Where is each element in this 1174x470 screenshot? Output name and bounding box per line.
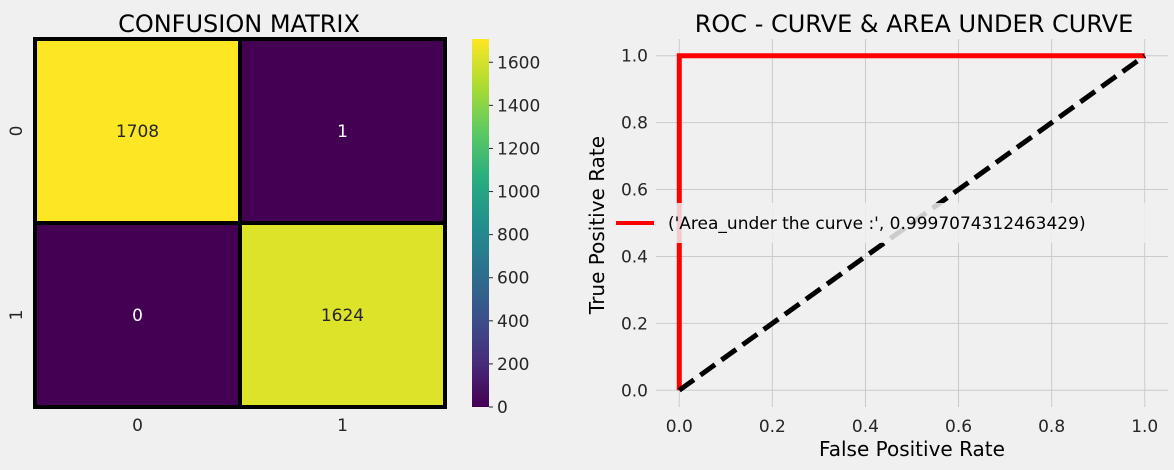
colorbar-tick-label: 600 <box>497 269 529 289</box>
heatmap-y-tick-label: 1 <box>7 310 27 321</box>
roc-x-tick-label: 0.4 <box>852 417 879 437</box>
roc-x-tick-label: 1.0 <box>1131 417 1158 437</box>
roc-y-tick-label: 0.2 <box>621 314 648 334</box>
roc-title: ROC - CURVE & AREA UNDER CURVE <box>695 10 1134 38</box>
heatmap-cell <box>238 37 447 225</box>
roc-y-tick-label: 0.8 <box>621 114 648 134</box>
heatmap-cell <box>33 37 242 225</box>
roc-chart: ROC - CURVE & AREA UNDER CURVE 0.0 0.2 0.4… <box>585 10 1174 461</box>
heatmap-cell-label: 1624 <box>321 306 364 326</box>
heatmap-y-tick-label: 0 <box>7 126 27 137</box>
confusion-matrix-chart: CONFUSION MATRIX 1708 1 0 1624 0 1 0 1 0 200 400… <box>7 10 540 436</box>
roc-ticks: 0.0 0.2 0.4 0.6 0.8 1.0 0.0 0.2 0.4 0.6 0.8 1.0 <box>621 47 1158 437</box>
colorbar-tick-label: 1200 <box>497 139 540 159</box>
roc-x-axis-label: False Positive Rate <box>819 437 1005 461</box>
heatmap-cell-label: 1 <box>337 122 348 142</box>
colorbar <box>472 39 489 407</box>
heatmap-cells: 1708 1 0 1624 <box>33 37 447 409</box>
heatmap-x-tick-label: 0 <box>132 416 143 436</box>
colorbar-tick-label: 1400 <box>497 96 540 116</box>
roc-y-tick-label: 0.6 <box>621 181 648 201</box>
colorbar-tick-label: 200 <box>497 355 529 375</box>
roc-curve-line <box>676 53 1145 391</box>
colorbar-tick-label: 1600 <box>497 53 540 73</box>
colorbar-tick-label: 1000 <box>497 183 540 203</box>
roc-y-tick-label: 0.0 <box>621 381 648 401</box>
heatmap-cell <box>33 221 242 409</box>
roc-x-tick-label: 0.6 <box>945 417 972 437</box>
roc-legend: ('Area_under the curve :', 0.99970743124… <box>608 203 1174 243</box>
heatmap-title: CONFUSION MATRIX <box>118 10 360 38</box>
heatmap-cell <box>238 221 447 409</box>
colorbar-ticks: 0 200 400 600 800 1000 1200 1400 1600 <box>489 53 540 418</box>
roc-grid <box>656 39 1168 407</box>
roc-y-tick-label: 1.0 <box>621 47 648 67</box>
roc-x-tick-label: 0.2 <box>759 417 786 437</box>
roc-y-axis-label: True Positive Rate <box>585 136 609 315</box>
roc-legend-label: ('Area_under the curve :', 0.99970743124… <box>668 214 1086 234</box>
roc-y-tick-label: 0.4 <box>621 247 648 267</box>
colorbar-tick-label: 0 <box>497 398 508 418</box>
roc-x-tick-label: 0.8 <box>1038 417 1065 437</box>
heatmap-cell-label: 0 <box>132 306 143 326</box>
colorbar-tick-label: 400 <box>497 312 529 332</box>
heatmap-ticks: 0 1 0 1 <box>7 126 348 436</box>
roc-x-tick-label: 0.0 <box>666 417 693 437</box>
heatmap-x-tick-label: 1 <box>337 416 348 436</box>
heatmap-cell-label: 1708 <box>116 122 159 142</box>
colorbar-tick-label: 800 <box>497 226 529 246</box>
roc-legend-box <box>608 203 1174 243</box>
